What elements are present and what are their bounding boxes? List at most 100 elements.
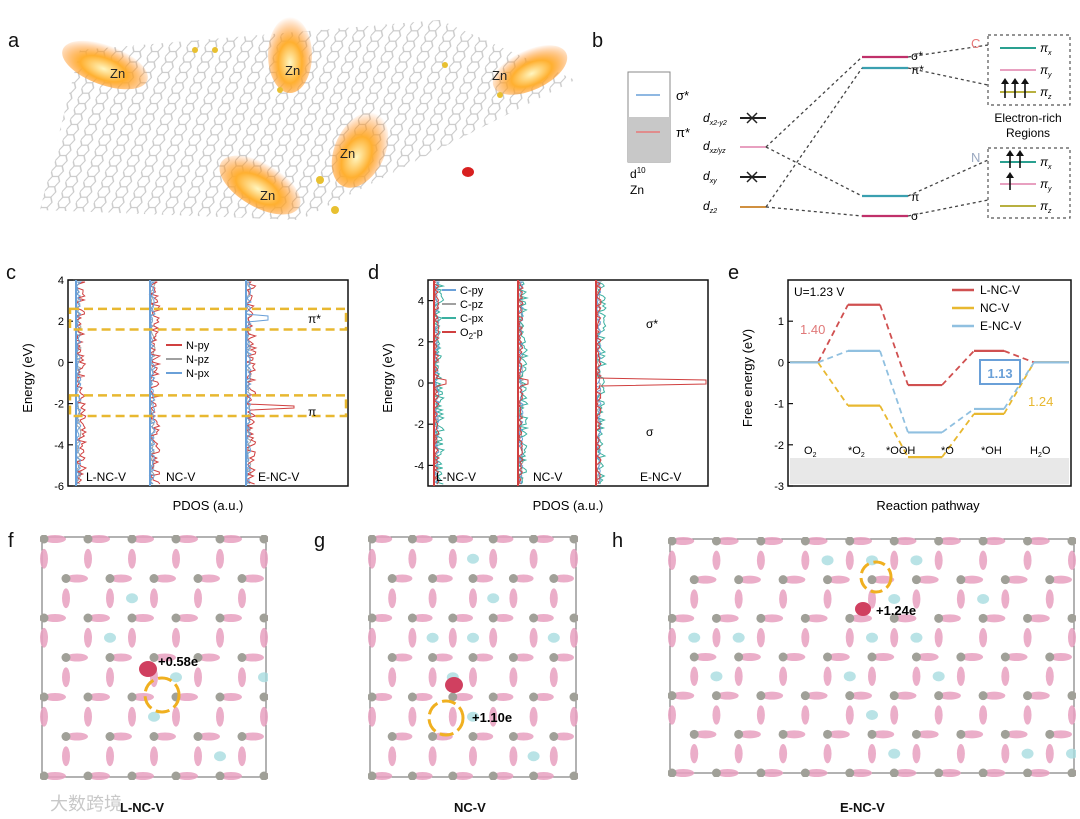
bond-density <box>979 628 988 648</box>
bond-density <box>979 705 988 725</box>
bond-density <box>894 691 917 700</box>
carbon-atom <box>468 574 478 583</box>
bond-density <box>412 772 433 780</box>
carbon-atom <box>127 771 137 780</box>
bond-density <box>570 706 578 727</box>
carbon-atom <box>193 653 203 662</box>
carbon-atom <box>956 652 966 662</box>
bond-density <box>672 691 695 700</box>
chart-d-ylabel: Energy (eV) <box>380 343 395 412</box>
carbon-atom <box>711 691 721 701</box>
carbon-atom <box>756 691 766 701</box>
bond-density <box>154 653 176 662</box>
y-tick-label: 0 <box>418 378 424 390</box>
bond-density <box>432 574 453 583</box>
bond-density <box>1045 666 1054 686</box>
bond-density <box>712 628 721 648</box>
bond-density <box>1068 550 1076 570</box>
bond-density <box>712 705 721 725</box>
carbon-atom <box>889 768 899 777</box>
zn-site-highlight <box>427 699 465 737</box>
caption-h: E-NC-V <box>840 800 885 815</box>
carbon-atom <box>734 652 744 662</box>
bond-density <box>849 769 872 777</box>
carbon-atom <box>978 613 988 623</box>
zn-d10-label: d10 <box>630 166 646 181</box>
bond-density <box>716 691 739 700</box>
legend-sigma-star: σ* <box>676 88 689 103</box>
bond-density <box>890 705 899 725</box>
carbon-atom <box>105 653 115 662</box>
bond-density <box>132 693 154 701</box>
bond-density <box>756 628 765 648</box>
bond-density <box>890 550 899 570</box>
bond-density <box>448 548 457 569</box>
annotation-pi-star: π* <box>308 312 321 326</box>
bond-density <box>553 732 574 741</box>
bond-density <box>960 730 984 739</box>
carbon-atom <box>800 768 810 777</box>
bond-density <box>801 628 810 648</box>
value-label-1-40: 1.40 <box>800 322 825 337</box>
svg-text:O2: O2 <box>804 445 817 459</box>
bond-density <box>1068 705 1076 725</box>
carbon-atom <box>407 613 417 623</box>
depletion-region <box>888 594 901 604</box>
bond-density <box>872 730 895 739</box>
svg-text:Zn: Zn <box>285 63 300 78</box>
y-tick-label: -2 <box>414 419 424 431</box>
bond-density <box>533 772 554 780</box>
bond-density <box>694 730 717 739</box>
carbon-atom <box>387 653 397 662</box>
carbon-atom <box>171 535 181 544</box>
bond-density <box>238 746 246 767</box>
bond-density <box>570 548 578 569</box>
panel-d-e-nc-v: E-NC-V <box>640 470 681 484</box>
carbon-atom <box>1045 729 1055 739</box>
bond-density <box>88 693 110 701</box>
bond-density <box>128 706 136 727</box>
bond-density <box>1005 730 1028 739</box>
bond-density <box>916 730 939 739</box>
svg-text:dxy: dxy <box>703 169 717 185</box>
bond-density <box>132 772 154 780</box>
carbon-atom <box>689 652 699 662</box>
bond-density <box>549 588 558 609</box>
zn-atom <box>139 661 157 677</box>
carbon-atom <box>83 771 93 780</box>
bond-density <box>823 666 832 686</box>
carbon-atom <box>368 535 377 544</box>
bond-density <box>549 746 558 767</box>
bond-density <box>845 550 854 570</box>
depletion-region <box>977 594 990 604</box>
svg-text:*OH: *OH <box>981 445 1002 457</box>
bond-density <box>1023 628 1032 648</box>
bond-density <box>983 537 1006 545</box>
bond-density <box>916 575 939 584</box>
carbon-atom <box>1000 652 1010 662</box>
bond-density <box>154 732 176 741</box>
bond-density <box>392 732 413 741</box>
carbon-atom <box>911 729 921 739</box>
depletion-region <box>688 632 701 643</box>
bond-density <box>176 535 198 543</box>
bond-density <box>412 614 433 622</box>
panel-b-orbital-diagram: σ* π* d10 Zn dx2-y2 dxz/yz dxy dz2 σ* π*… <box>627 34 1071 223</box>
carbon-atom <box>215 535 225 544</box>
bond-density <box>489 706 498 727</box>
panel-label-f: f <box>8 530 14 552</box>
bond-density <box>553 653 574 662</box>
chart-e-ylabel: Free energy (eV) <box>740 329 755 427</box>
bond-density <box>783 653 806 661</box>
bond-density <box>388 588 397 609</box>
carbon-atom <box>934 691 944 701</box>
carbon-atom <box>259 771 268 780</box>
carbon-atom <box>1023 613 1033 623</box>
bond-density <box>238 667 246 688</box>
bond-density <box>513 574 534 583</box>
bond-density <box>779 744 788 764</box>
bond-density <box>934 550 943 570</box>
energy-connector <box>817 361 849 407</box>
carbon-atom <box>529 771 539 780</box>
bond-density <box>509 667 518 688</box>
